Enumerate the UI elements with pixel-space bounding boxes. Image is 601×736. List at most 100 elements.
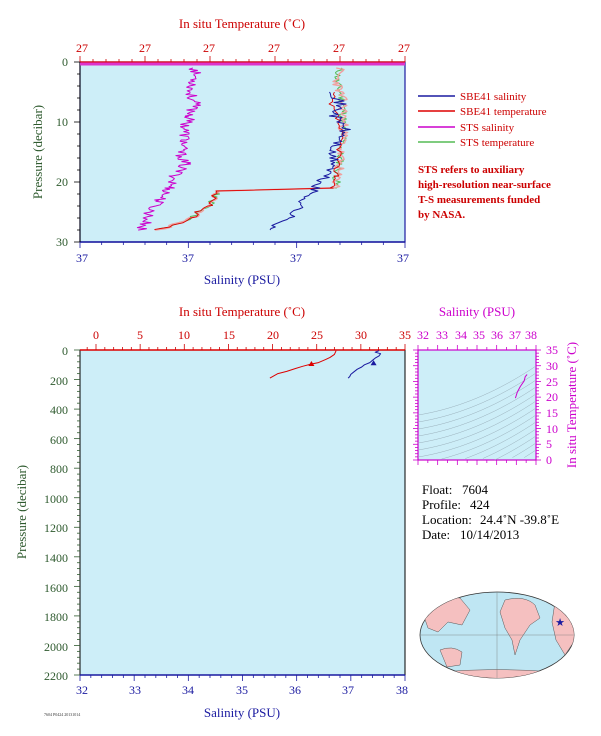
- density-contour: [494, 435, 537, 461]
- bottom-chart-bottom-tick: 34: [182, 683, 194, 697]
- legend: SBE41 salinity SBE41 temperature STS sal…: [418, 91, 547, 149]
- footer-code: 7604 P0424 20131014: [44, 712, 80, 717]
- float-location-star-icon: ★: [555, 617, 565, 629]
- left-tick-label: 30: [56, 235, 68, 249]
- salinity-marker: [370, 360, 377, 366]
- density-contour: [441, 414, 537, 460]
- top-tick-label: 27: [333, 41, 345, 55]
- legend-label: STS salinity: [460, 122, 515, 134]
- bottom-chart-left-tick: 1200: [44, 521, 68, 535]
- bottom-chart-bottom-tick: 33: [129, 683, 141, 697]
- top-tick-label: 27: [76, 41, 88, 55]
- ts-top-tick: 32: [417, 328, 429, 342]
- bottom-plot-area: [79, 349, 406, 676]
- sts-salinity-line: [136, 67, 202, 231]
- density-contour: [417, 372, 537, 423]
- ts-chart: Salinity (PSU) In situ Temperature (˚C) …: [413, 304, 579, 468]
- left-tick-label: 20: [56, 175, 68, 189]
- top-tick-label: 27: [398, 41, 410, 55]
- bottom-chart-left-axis-title: Pressure (decibar): [14, 465, 29, 559]
- density-contour: [512, 442, 537, 458]
- bottom-chart-bottom-tick: 36: [289, 683, 301, 697]
- location-value: 24.4˚N -39.8˚E: [480, 512, 559, 527]
- temperature-profile-line: [269, 350, 337, 379]
- density-contour: [524, 449, 537, 458]
- bottom-chart-bottom-axis-title: Salinity (PSU): [204, 705, 280, 720]
- sbe41-temperature-shadow-line: [155, 67, 349, 231]
- map-graticule: [420, 592, 574, 678]
- americas-landmass: [499, 598, 541, 656]
- bottom-chart-top-tick: 20: [267, 328, 279, 342]
- density-contour: [465, 421, 537, 459]
- ts-top-axis-title: Salinity (PSU): [439, 304, 515, 319]
- top-tick-label: 27: [268, 41, 280, 55]
- top-plot-area: [79, 61, 406, 243]
- top-tick-label: 27: [139, 41, 151, 55]
- bottom-chart-bottom-tick: 32: [76, 683, 88, 697]
- ts-right-tick: 35: [546, 343, 558, 357]
- ts-ticks: [413, 345, 541, 465]
- top-chart: In situ Temperature (˚C) Salinity (PSU) …: [30, 16, 410, 287]
- legend-label: STS temperature: [460, 137, 534, 149]
- ts-top-tick: 33: [436, 328, 448, 342]
- ts-top-tick: 35: [473, 328, 485, 342]
- bottom-tick-label: 37: [397, 251, 409, 265]
- left-tick-label: 10: [56, 115, 68, 129]
- bottom-chart-top-tick: 35: [399, 328, 411, 342]
- location-label: Location:: [422, 512, 472, 527]
- ts-right-tick: 20: [546, 390, 558, 404]
- bottom-chart-left-tick: 2000: [44, 640, 68, 654]
- world-map: ★: [419, 591, 575, 679]
- float-label: Float:: [422, 482, 452, 497]
- ts-right-axis-title: In situ Temperature (˚C): [564, 342, 579, 468]
- bottom-chart-ticks: [74, 344, 406, 681]
- note-line: T-S measurements funded: [418, 194, 540, 206]
- ts-right-tick: 10: [546, 422, 558, 436]
- density-contour: [417, 400, 537, 451]
- note-line: high-resolution near-surface: [418, 179, 551, 191]
- sbe41-salinity-line: [269, 91, 351, 231]
- ts-right-tick: 30: [546, 359, 558, 373]
- bottom-chart-left-tick: 800: [50, 462, 68, 476]
- date-label: Date:: [422, 527, 450, 542]
- date-value: 10/14/2013: [460, 527, 519, 542]
- ts-series: [514, 374, 528, 399]
- australia-landmass: [439, 647, 463, 668]
- ts-right-tick: 15: [546, 406, 558, 420]
- bottom-chart-left-tick: 1800: [44, 610, 68, 624]
- note-line: by NASA.: [418, 209, 465, 221]
- float-info: Float: 7604 Profile: 424 Location: 24.4˚…: [422, 482, 559, 542]
- legend-label: SBE41 temperature: [460, 106, 547, 118]
- bottom-chart-top-tick: 15: [223, 328, 235, 342]
- bottom-chart-top-tick: 5: [137, 328, 143, 342]
- profile-value: 424: [470, 497, 490, 512]
- bottom-chart-top-axis-title: In situ Temperature (˚C): [179, 304, 305, 319]
- note-line: STS refers to auxiliary: [418, 164, 525, 176]
- bottom-chart: In situ Temperature (˚C) Salinity (PSU) …: [14, 304, 411, 720]
- bottom-chart-left-tick: 0: [62, 344, 68, 358]
- bottom-chart-left-tick: 1400: [44, 551, 68, 565]
- float-value: 7604: [462, 482, 489, 497]
- bottom-chart-left-tick: 1600: [44, 581, 68, 595]
- ts-top-tick: 38: [525, 328, 537, 342]
- bottom-chart-left-tick: 400: [50, 403, 68, 417]
- bottom-chart-left-tick: 2200: [44, 669, 68, 683]
- ts-right-tick: 5: [546, 437, 552, 451]
- bottom-chart-bottom-tick: 38: [396, 683, 408, 697]
- top-chart-bottom-axis-title: Salinity (PSU): [204, 272, 280, 287]
- top-chart-series: [136, 67, 351, 231]
- bottom-chart-left-tick: 1000: [44, 492, 68, 506]
- bottom-chart-left-tick: 600: [50, 433, 68, 447]
- density-contour: [482, 428, 537, 459]
- bottom-tick-label: 37: [76, 251, 88, 265]
- bottom-chart-bottom-tick: 37: [342, 683, 354, 697]
- top-chart-top-axis-title: In situ Temperature (˚C): [179, 16, 305, 31]
- bottom-chart-top-tick: 30: [355, 328, 367, 342]
- left-tick-label: 0: [62, 55, 68, 69]
- bottom-chart-top-tick: 10: [178, 328, 190, 342]
- ts-right-tick: 25: [546, 375, 558, 389]
- ts-top-tick: 36: [491, 328, 503, 342]
- bottom-chart-left-tick: 200: [50, 374, 68, 388]
- bottom-tick-label: 37: [290, 251, 302, 265]
